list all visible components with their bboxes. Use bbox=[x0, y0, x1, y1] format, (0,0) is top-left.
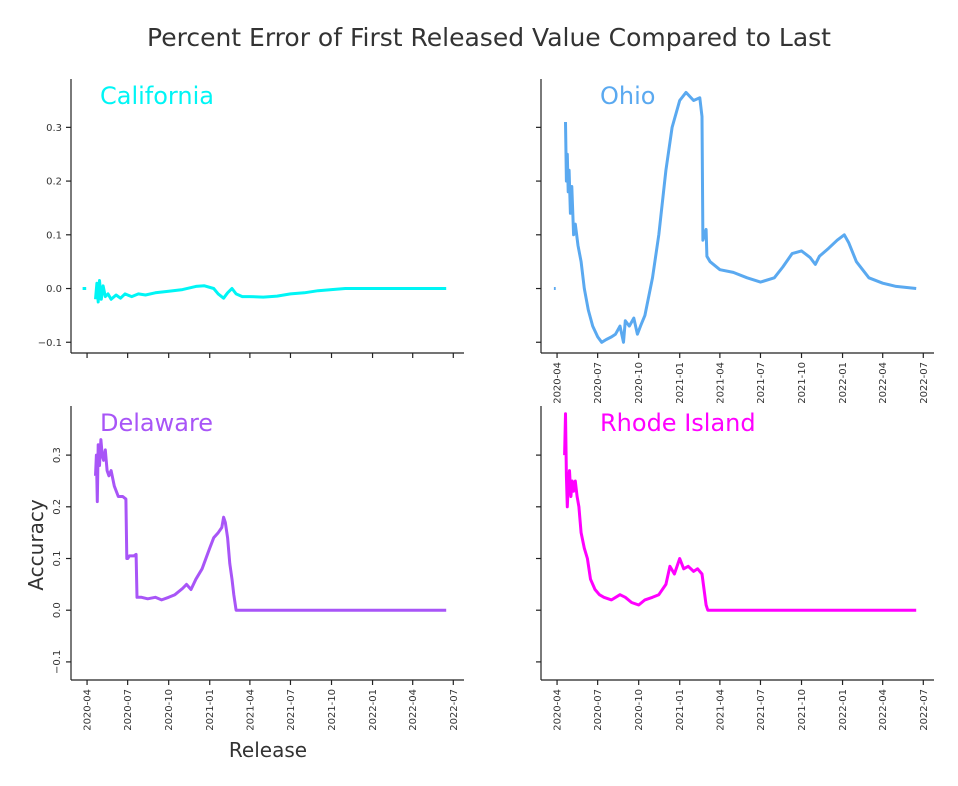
panel-rhode-island: 2020-04 2020-07 2020-10 2021-01 2021-04 2021-… bbox=[536, 406, 934, 731]
x-tick-label: 2020-10 bbox=[634, 689, 645, 731]
x-tick-label: 2020-07 bbox=[593, 689, 604, 731]
y-tick-label: 0.0 bbox=[52, 602, 63, 618]
y-tick-label: −0.1 bbox=[38, 338, 62, 349]
x-tick-label: 2020-07 bbox=[123, 689, 134, 731]
x-tick-label: 2022-07 bbox=[449, 689, 460, 731]
panel-ohio: 2020-04 2020-07 2020-10 2021-01 2021-04 2021-… bbox=[536, 79, 934, 404]
x-tick-label: 2021-04 bbox=[245, 689, 256, 731]
x-tick-label: 2022-04 bbox=[408, 689, 419, 731]
panels: −0.1 0.0 0.1 0.2 0.3 California 2020-04 2020-07… bbox=[38, 79, 934, 731]
panel-title-california: California bbox=[100, 82, 214, 110]
y-axis-label: Accuracy bbox=[24, 499, 48, 590]
x-tick-label: 2021-10 bbox=[797, 689, 808, 731]
x-tick-label: 2021-07 bbox=[756, 689, 767, 731]
x-tick-label: 2022-04 bbox=[878, 689, 889, 731]
x-tick-label: 2022-01 bbox=[838, 689, 849, 731]
y-tick-label: −0.1 bbox=[52, 650, 63, 674]
x-tick-label: 2022-04 bbox=[878, 362, 889, 404]
y-tick-label: 0.0 bbox=[46, 284, 62, 295]
series-line-ohio-1 bbox=[564, 90, 917, 344]
series-line-rhode-island-0 bbox=[563, 412, 917, 612]
x-tick-label: 2021-07 bbox=[756, 362, 767, 404]
series-line-california-1 bbox=[94, 279, 447, 304]
x-tick-label: 2021-01 bbox=[205, 689, 216, 731]
x-axis-label: Release bbox=[229, 738, 307, 762]
panel-california: −0.1 0.0 0.1 0.2 0.3 California bbox=[38, 79, 464, 358]
x-tick-label: 2020-04 bbox=[83, 689, 94, 731]
series-line-delaware-0 bbox=[94, 438, 447, 612]
figure-title: Percent Error of First Released Value Co… bbox=[147, 23, 831, 52]
x-tick-label: 2021-10 bbox=[797, 362, 808, 404]
x-tick-label: 2022-01 bbox=[838, 362, 849, 404]
x-tick-label: 2022-07 bbox=[919, 362, 930, 404]
y-tick-label: 0.2 bbox=[52, 499, 63, 515]
y-tick-label: 0.3 bbox=[52, 447, 63, 463]
x-tick-label: 2021-07 bbox=[286, 689, 297, 731]
x-tick-label: 2021-01 bbox=[675, 689, 686, 731]
x-tick-label: 2020-10 bbox=[634, 362, 645, 404]
y-tick-label: 0.2 bbox=[46, 177, 62, 188]
x-tick-label: 2020-04 bbox=[553, 362, 564, 404]
x-tick-label: 2021-10 bbox=[327, 689, 338, 731]
panel-title-rhode-island: Rhode Island bbox=[600, 409, 756, 437]
x-tick-label: 2020-10 bbox=[164, 689, 175, 731]
x-tick-label: 2022-07 bbox=[919, 689, 930, 731]
x-tick-label: 2020-04 bbox=[553, 689, 564, 731]
x-tick-label: 2021-04 bbox=[715, 689, 726, 731]
x-tick-label: 2022-01 bbox=[368, 689, 379, 731]
y-tick-label: 0.1 bbox=[46, 230, 62, 241]
panel-delaware: −0.1 0.0 0.1 0.2 0.3 2020-04 2020-07 2020-10 202… bbox=[52, 406, 464, 731]
panel-title-ohio: Ohio bbox=[600, 82, 655, 110]
y-tick-label: 0.1 bbox=[52, 551, 63, 567]
x-tick-label: 2021-04 bbox=[715, 362, 726, 404]
x-tick-label: 2021-01 bbox=[675, 362, 686, 404]
x-tick-label: 2020-07 bbox=[593, 362, 604, 404]
y-tick-label: 0.3 bbox=[46, 123, 62, 134]
panel-title-delaware: Delaware bbox=[100, 409, 213, 437]
